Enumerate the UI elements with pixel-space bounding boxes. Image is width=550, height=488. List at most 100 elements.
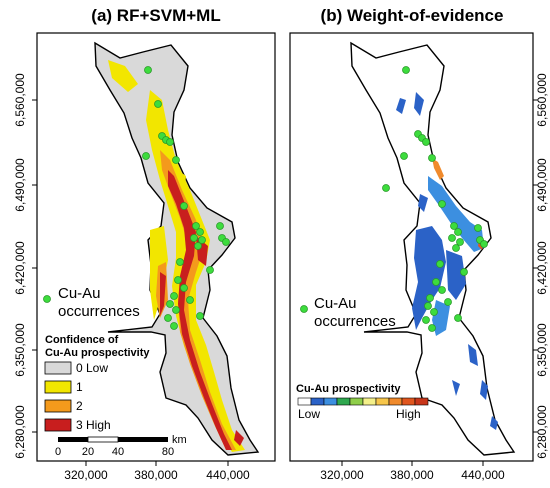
panel-a-xtick-label: 380,000 bbox=[134, 468, 178, 482]
legend-swatch bbox=[44, 399, 72, 413]
occurrence-point bbox=[216, 222, 224, 230]
occurrence-point bbox=[192, 222, 200, 230]
zone-class-3 bbox=[168, 170, 232, 450]
occurrence-point bbox=[450, 222, 458, 230]
occurrence-point bbox=[172, 306, 180, 314]
panel-b-ytick-label: 6,420,000 bbox=[535, 241, 549, 295]
panel-a-ytick-label: 6,350,000 bbox=[13, 323, 27, 377]
legend-swatch bbox=[44, 380, 72, 394]
zone-blue bbox=[432, 300, 450, 336]
occurrence-legend-label: occurrences bbox=[314, 313, 396, 330]
panel-a-title: (a) RF+SVM+ML bbox=[91, 6, 220, 25]
occurrence-point bbox=[454, 314, 462, 322]
occurrence-point bbox=[452, 244, 460, 252]
panel-b-prospectivity-zones bbox=[396, 92, 498, 430]
legend-ramp-swatch bbox=[349, 397, 364, 406]
occurrence-legend-marker bbox=[43, 295, 51, 303]
scale-bar-label: 80 bbox=[162, 446, 174, 458]
occurrence-point bbox=[438, 200, 446, 208]
scale-bar: 0 20 40 80 km bbox=[55, 434, 187, 458]
occurrence-point bbox=[194, 242, 202, 250]
occurrence-point bbox=[454, 228, 462, 236]
occurrence-legend-label: Cu-Au bbox=[314, 295, 357, 312]
zone-class-3 bbox=[234, 430, 244, 446]
legend-title: Cu-Au prospectivity bbox=[296, 383, 401, 395]
occurrence-point bbox=[166, 138, 174, 146]
occurrence-point bbox=[170, 292, 178, 300]
scale-bar-label: 20 bbox=[82, 446, 94, 458]
occurrence-point bbox=[142, 152, 150, 160]
panel-b-ytick-label: 6,280,000 bbox=[535, 405, 549, 459]
zone-blue bbox=[446, 250, 466, 300]
legend-ramp-swatch bbox=[323, 397, 338, 406]
occurrence-point bbox=[400, 152, 408, 160]
legend-swatch bbox=[44, 418, 72, 432]
occurrence-point bbox=[170, 322, 178, 330]
scale-bar-label: 0 bbox=[55, 446, 61, 458]
occurrence-point bbox=[422, 138, 430, 146]
legend-ramp-swatch bbox=[336, 397, 351, 406]
scale-bar-unit: km bbox=[172, 434, 187, 446]
occurrence-point bbox=[430, 308, 438, 316]
zone-class-2 bbox=[160, 150, 236, 450]
legend-ramp-swatch bbox=[401, 397, 416, 406]
occurrence-point bbox=[144, 66, 152, 74]
occurrence-point bbox=[432, 278, 440, 286]
occurrence-point bbox=[166, 300, 174, 308]
zone-class-1 bbox=[108, 60, 138, 92]
scale-bar-segment bbox=[87, 436, 119, 443]
legend-ramp-swatch bbox=[297, 397, 312, 406]
occurrence-point bbox=[180, 284, 188, 292]
occurrence-point bbox=[196, 312, 204, 320]
occurrence-point bbox=[436, 260, 444, 268]
legend-low-label: Low bbox=[298, 407, 320, 421]
panel-b: (b) Weight-of-evidence 6,560,000 6,490,0… bbox=[289, 6, 549, 482]
occurrence-point bbox=[460, 268, 468, 276]
occurrence-point bbox=[206, 266, 214, 274]
occurrence-point bbox=[154, 100, 162, 108]
panel-a-ytick-label: 6,560,000 bbox=[13, 73, 27, 127]
panel-b-ytick-label: 6,350,000 bbox=[535, 323, 549, 377]
occurrence-point bbox=[222, 238, 230, 246]
legend-ramp-swatch bbox=[388, 397, 403, 406]
occurrence-point bbox=[196, 228, 204, 236]
occurrence-point bbox=[444, 298, 452, 306]
scale-bar-label: 40 bbox=[112, 446, 124, 458]
occurrence-point bbox=[180, 202, 188, 210]
panel-b-xtick-label: 380,000 bbox=[390, 468, 434, 482]
panel-b-xticks: 320,000 380,000 440,000 bbox=[320, 461, 505, 482]
occurrence-point bbox=[176, 258, 184, 266]
zone-blue bbox=[396, 98, 406, 114]
occurrence-legend-label: Cu-Au bbox=[58, 285, 101, 302]
scale-bar-segment bbox=[58, 437, 88, 442]
occurrence-point bbox=[438, 286, 446, 294]
panel-b-title: (b) Weight-of-evidence bbox=[321, 6, 504, 25]
panel-a-ytick-label: 6,490,000 bbox=[13, 158, 27, 212]
occurrence-point bbox=[190, 234, 198, 242]
legend-label: 0 Low bbox=[76, 361, 108, 375]
legend-high-label: High bbox=[396, 407, 421, 421]
scale-bar-segment bbox=[118, 437, 168, 442]
occurrence-point bbox=[186, 296, 194, 304]
occurrence-point bbox=[198, 236, 206, 244]
zone-blue bbox=[418, 194, 428, 212]
occurrence-point bbox=[164, 314, 172, 322]
legend-color-ramp bbox=[297, 397, 429, 406]
panel-a-yticks: 6,560,000 6,490,000 6,420,000 6,350,000 … bbox=[13, 73, 37, 459]
occurrence-point bbox=[428, 324, 436, 332]
occurrence-point bbox=[448, 234, 456, 242]
zone-blue bbox=[428, 176, 484, 252]
occurrence-point bbox=[382, 184, 390, 192]
occurrence-point bbox=[402, 66, 410, 74]
occurrence-point bbox=[172, 156, 180, 164]
panel-a-xtick-label: 440,000 bbox=[206, 468, 250, 482]
occurrence-point bbox=[422, 316, 430, 324]
panel-b-xtick-label: 320,000 bbox=[320, 468, 364, 482]
occurrence-point bbox=[428, 154, 436, 162]
legend-ramp-swatch bbox=[310, 397, 325, 406]
occurrence-point bbox=[424, 302, 432, 310]
panel-b-legend: Cu-Au prospectivity Low High bbox=[296, 383, 429, 421]
panel-a-legend: Confidence of Cu-Au prospectivity 0 Low … bbox=[44, 334, 150, 432]
panel-a: (a) RF+SVM+ML 6,560,000 6,490,000 6,420,… bbox=[13, 6, 276, 482]
panel-a-ytick-label: 6,420,000 bbox=[13, 241, 27, 295]
